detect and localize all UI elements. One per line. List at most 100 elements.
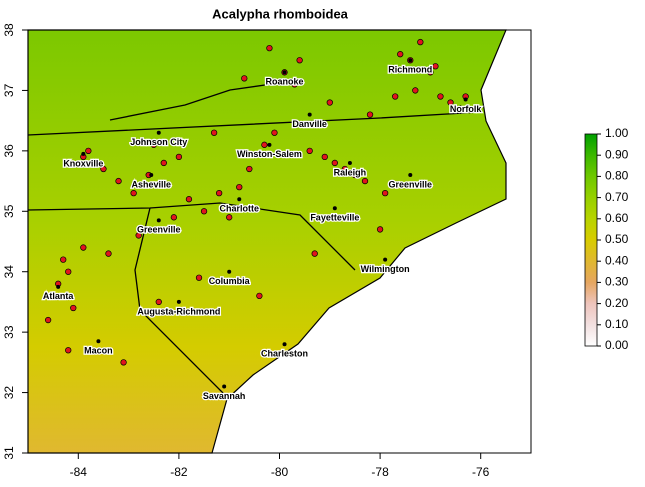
city-label: Winston-Salem (237, 149, 302, 159)
occurrence-point (150, 141, 157, 148)
colorbar-tick-label: 0.40 (605, 253, 629, 267)
occurrence-point (412, 87, 419, 94)
colorbar-tick-label: 0.00 (605, 338, 629, 352)
city-marker (408, 58, 413, 63)
occurrence-point (437, 93, 444, 100)
occurrence-point (447, 99, 454, 106)
occurrence-point (100, 165, 107, 173)
colorbar-tick-label: 0.30 (605, 275, 629, 289)
city-label: Knoxville (63, 158, 103, 168)
city-marker (463, 97, 468, 102)
occurrence-point (306, 147, 313, 155)
occurrence-point (120, 359, 127, 366)
y-tick-label: 34 (2, 265, 16, 279)
y-tick-label: 35 (2, 204, 16, 218)
city-marker (307, 112, 312, 117)
occurrence-point (296, 57, 303, 64)
city-label: Greenville (137, 225, 181, 235)
colorbar-tick-label: 0.90 (605, 147, 629, 161)
occurrence-point (246, 165, 253, 173)
colorbar-tick-label: 1.00 (605, 126, 629, 140)
occurrence-point (170, 214, 178, 221)
occurrence-point (210, 129, 218, 136)
occurrence-point (200, 208, 208, 215)
occurrence-point (65, 268, 72, 275)
occurrence-point (261, 141, 268, 148)
city-marker (332, 206, 337, 211)
city-label: Wilmington (361, 264, 410, 274)
city-label: Savannah (203, 391, 246, 401)
x-tick-label: -84 (70, 465, 88, 479)
occurrence-point (376, 226, 384, 233)
occurrence-point (397, 51, 404, 58)
occurrence-point (135, 232, 142, 239)
city-marker (347, 160, 352, 165)
occurrence-point (321, 153, 328, 161)
city-label: Columbia (209, 276, 251, 286)
city-marker (222, 384, 227, 389)
occurrence-point (60, 256, 67, 263)
city-marker (282, 70, 287, 75)
y-tick-label: 38 (2, 23, 16, 37)
city-label: Johnson City (130, 137, 187, 147)
occurrence-point (291, 81, 298, 88)
city-marker (56, 284, 61, 289)
x-tick-label: -80 (271, 465, 289, 479)
occurrence-point (241, 75, 248, 82)
y-tick-label: 37 (2, 83, 16, 97)
land-raster (27, 29, 507, 454)
occurrence-point (80, 244, 87, 251)
occurrence-point (175, 153, 183, 161)
occurrence-point (256, 292, 263, 300)
y-tick-label: 33 (2, 325, 16, 339)
city-label: Charlotte (220, 204, 260, 214)
occurrence-point (65, 347, 72, 354)
city-marker (149, 173, 154, 178)
city-label: Norfolk (450, 104, 482, 114)
occurrence-point (115, 177, 122, 185)
occurrence-point (266, 44, 273, 52)
occurrence-point (215, 190, 223, 197)
x-tick-label: -76 (472, 465, 490, 479)
city-label: Richmond (388, 65, 432, 75)
colorbar-tick-label: 0.20 (605, 296, 629, 310)
occurrence-point (236, 183, 243, 191)
occurrence-point (311, 250, 318, 257)
colorbar (584, 133, 598, 347)
y-tick-label: 32 (2, 386, 16, 400)
colorbar-tick-label: 0.80 (605, 169, 629, 183)
x-tick-label: -78 (371, 465, 389, 479)
x-tick-label: -82 (170, 465, 188, 479)
city-label: Atlanta (43, 291, 74, 301)
occurrence-point (50, 292, 57, 300)
city-marker (96, 339, 101, 344)
occurrence-point (185, 196, 193, 203)
city-label: Fayetteville (310, 213, 359, 223)
city-label: Raleigh (334, 167, 367, 177)
city-label: Augusta-Richmond (137, 306, 220, 316)
city-marker (176, 299, 181, 304)
occurrence-point (160, 159, 167, 167)
city-label: Macon (84, 346, 113, 356)
occurrence-point (361, 177, 369, 185)
occurrence-point (105, 250, 112, 257)
city-marker (156, 130, 161, 135)
occurrence-point (271, 129, 278, 136)
colorbar-tick-label: 0.60 (605, 211, 629, 225)
y-tick-label: 31 (2, 446, 16, 460)
occurrence-point (432, 63, 439, 70)
occurrence-point (417, 38, 424, 46)
city-marker (227, 269, 232, 274)
occurrence-point (70, 304, 77, 312)
occurrence-point (44, 316, 52, 324)
city-label: Danville (292, 119, 327, 129)
occurrence-point (351, 171, 359, 179)
colorbar-tick-label: 0.10 (605, 317, 629, 331)
occurrence-point (195, 274, 203, 281)
city-marker (237, 197, 242, 202)
city-label: Greenville (389, 179, 433, 189)
city-marker (156, 218, 161, 223)
occurrence-point (366, 111, 374, 118)
occurrence-point (155, 298, 162, 306)
